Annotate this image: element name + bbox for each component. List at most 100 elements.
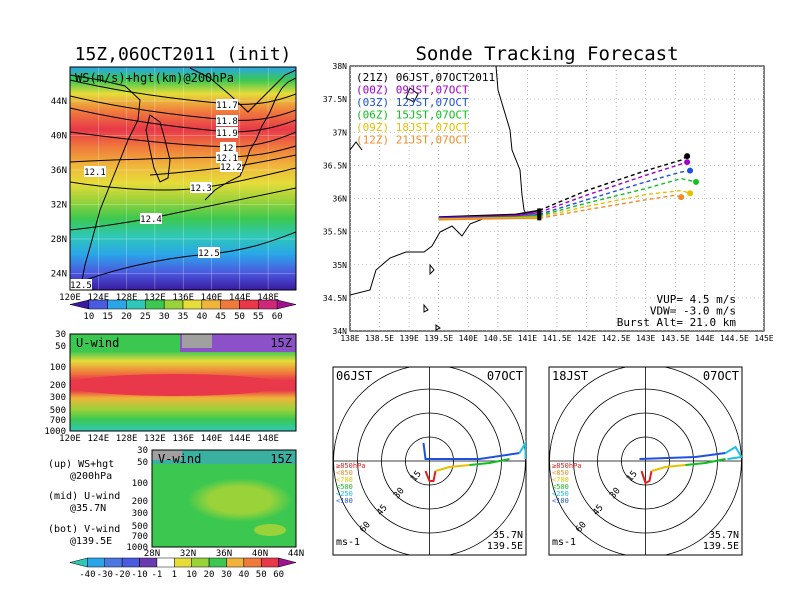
hodograph-trace-top — [724, 445, 742, 460]
ws-colorbar-swatch — [258, 299, 278, 310]
hodograph-units: ms-1 — [552, 537, 576, 548]
uv-colorbar-swatch — [191, 557, 210, 568]
hodograph-legend-entry: <250 — [552, 490, 569, 498]
sado-coastline — [405, 87, 419, 103]
hodograph-legend-entry: <700 — [336, 476, 353, 484]
uv-colorbar-tick: 30 — [221, 570, 232, 580]
note-bot-level: @139.5E — [70, 536, 112, 547]
contour-label: 12.5 — [198, 249, 220, 259]
hodograph-legend-entry: <850 — [552, 469, 569, 477]
hodograph-lon: 139.5E — [703, 541, 739, 552]
track-lon-tick: 138.5E — [365, 334, 394, 343]
track-line-dashed — [539, 194, 682, 220]
ws-colorbar-tick: 15 — [102, 312, 113, 322]
v-x-tick-label: 44N — [288, 549, 304, 559]
hodograph-legend-entry: <500 — [552, 483, 569, 491]
lon-tick-label: 144E — [229, 293, 251, 303]
track-lon-tick: 145E — [754, 334, 773, 343]
u-y-tick-label: 50 — [55, 342, 66, 352]
note-up: (up) WS+hgt — [48, 459, 114, 470]
uv-colorbar-tick: 10 — [186, 570, 197, 580]
ws-colorbar-tick: 50 — [234, 312, 245, 322]
contour-label: 12.5 — [70, 281, 92, 291]
v-wind-time: 15Z — [270, 452, 292, 466]
landing-point — [692, 178, 699, 185]
hodograph-trace-high — [639, 452, 726, 460]
v-x-tick-label: 32N — [180, 549, 196, 559]
u-y-tick-label: 500 — [50, 406, 66, 416]
track-lat-tick: 37.5N — [323, 95, 347, 104]
noto-peninsula — [350, 141, 363, 151]
uv-colorbar: -40 -30 -20 -10 -1 1 10 20 30 40 50 60 — [69, 557, 297, 580]
izu-island — [435, 324, 441, 331]
ws-colorbar-tick: 20 — [121, 312, 132, 322]
track-lon-tick: 143E — [636, 334, 655, 343]
v-x-tick-label: 40N — [252, 549, 268, 559]
uv-colorbar-swatch — [174, 557, 192, 568]
hodograph-legend-entry: <500 — [336, 483, 353, 491]
landing-point — [684, 159, 691, 166]
uv-colorbar-swatch — [226, 557, 245, 568]
u-y-tick-label: 200 — [50, 381, 66, 391]
track-lon-tick: 142E — [577, 334, 596, 343]
u-x-tick-label: 132E — [144, 434, 166, 444]
v-x-tick-label: 28N — [144, 549, 160, 559]
hodograph-date: 07OCT — [487, 369, 523, 383]
korea-coastline — [145, 114, 171, 183]
track-lon-tick: 139.5E — [424, 334, 453, 343]
contour-label: 12.2 — [220, 163, 242, 173]
contour-label: 12 — [223, 144, 234, 154]
ws-colorbar-tick: 10 — [83, 312, 94, 322]
hodograph-legend-entry: <250 — [336, 490, 353, 498]
uv-colorbar-tick: 50 — [256, 570, 267, 580]
uv-colorbar-swatch — [87, 557, 106, 568]
izu-island — [429, 263, 435, 276]
right-title: Sonde Tracking Forecast — [415, 43, 678, 65]
ws-colorbar-swatch — [182, 299, 203, 310]
note-mid-level: @35.7N — [70, 503, 106, 514]
uv-colorbar-swatch — [208, 557, 227, 568]
japan-coastline — [204, 77, 296, 201]
ws-colorbar-tick: 55 — [253, 312, 264, 322]
hodograph-time: 18JST — [552, 369, 588, 383]
track-lon-tick: 144E — [695, 334, 714, 343]
track-lat-tick: 36N — [333, 195, 348, 204]
track-line-dashed — [538, 155, 688, 212]
track-lon-tick: 140E — [459, 334, 478, 343]
u-y-tick-label: 1000 — [44, 427, 66, 437]
hodograph-date: 07OCT — [703, 369, 739, 383]
v-x-tick-label: 36N — [216, 549, 232, 559]
uv-colorbar-swatch — [104, 557, 123, 568]
lat-tick-label: 44N — [51, 97, 67, 107]
track-info-line: Burst Alt= 21.0 km — [617, 316, 737, 329]
contour-label: 11.8 — [216, 117, 238, 127]
lon-tick-label: 132E — [144, 293, 166, 303]
hodograph-legend-entry: <100 — [336, 497, 353, 505]
contour-label: 11.7 — [216, 101, 238, 111]
v-y-tick-label: 300 — [132, 509, 148, 519]
uv-colorbar-tick: 60 — [273, 570, 284, 580]
uv-colorbar-swatch — [278, 557, 297, 568]
ws-colorbar-swatch — [201, 299, 221, 310]
ws-colorbar-tick: 35 — [178, 312, 189, 322]
track-lat-tick: 37N — [333, 128, 348, 137]
landing-point — [687, 190, 694, 197]
uv-colorbar-tick: -1 — [152, 570, 163, 580]
track-panel: (21Z) 06JST,07OCT2011(00Z) 09JST,07OCT(0… — [323, 62, 774, 343]
ws-colorbar-tick: 45 — [215, 312, 226, 322]
ws-colorbar-swatch — [145, 299, 165, 310]
track-lon-tick: 138E — [340, 334, 359, 343]
u-y-tick-label: 100 — [50, 363, 66, 373]
contour-label: 12.1 — [84, 168, 106, 178]
hodograph-trace-mid — [651, 464, 686, 472]
lon-tick-label: 140E — [201, 293, 223, 303]
note-up-level: @200hPa — [70, 471, 112, 482]
v-y-tick-label: 100 — [132, 479, 148, 489]
ws-colorbar-tick: 30 — [159, 312, 170, 322]
track-info-line: VDW= -3.0 m/s — [650, 305, 736, 318]
uv-colorbar-swatch — [243, 557, 262, 568]
uv-colorbar-tick: 1 — [172, 570, 177, 580]
track-lon-tick: 144.5E — [720, 334, 749, 343]
ws-colorbar-swatch — [107, 299, 127, 310]
